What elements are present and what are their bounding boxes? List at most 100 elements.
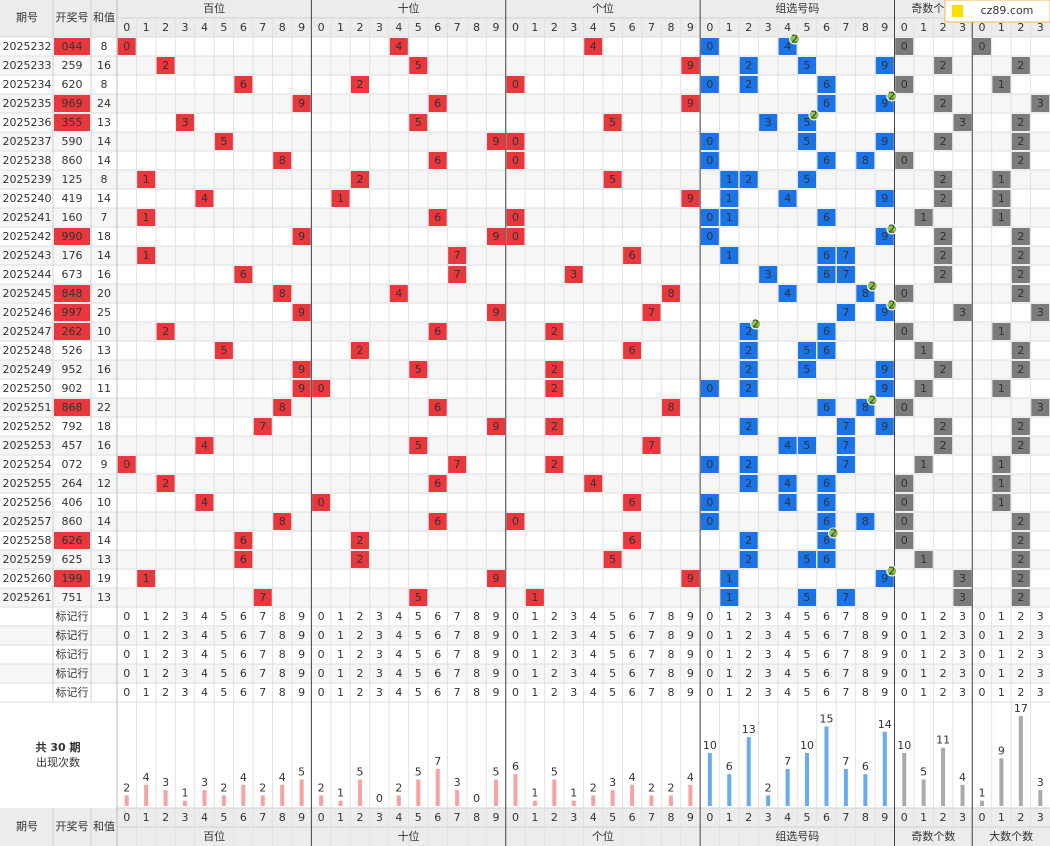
group-digit: 4 xyxy=(784,439,791,452)
count-bar xyxy=(999,758,1004,806)
marker-digit: 2 xyxy=(745,648,752,661)
position-digit-bg xyxy=(661,399,680,416)
marker-digit: 8 xyxy=(473,629,480,642)
odd-count-bg xyxy=(953,304,972,321)
count-bar xyxy=(610,790,615,806)
issue: 2025260 xyxy=(3,572,52,585)
marker-digit: 1 xyxy=(920,667,927,680)
odd-count: 3 xyxy=(959,591,966,604)
number-highlight xyxy=(54,304,90,321)
sum: 13 xyxy=(97,591,111,604)
marker-digit: 6 xyxy=(434,629,441,642)
column-digit: 3 xyxy=(959,21,966,34)
column-digit: 2 xyxy=(940,21,947,34)
issue: 2025236 xyxy=(3,116,52,129)
count-label: 4 xyxy=(143,771,150,784)
marker-digit: 9 xyxy=(881,610,888,623)
position-digit: 0 xyxy=(512,78,519,91)
position-digit: 2 xyxy=(356,344,363,357)
number: 044 xyxy=(62,40,83,53)
marker-digit: 0 xyxy=(123,686,130,699)
position-digit: 6 xyxy=(629,534,636,547)
group-digit-bg xyxy=(739,475,758,492)
number: 125 xyxy=(62,173,83,186)
repeat-badge xyxy=(886,223,898,235)
group-digit: 2 xyxy=(745,173,752,186)
column-digit: 6 xyxy=(434,811,441,824)
issue: 2025242 xyxy=(3,230,52,243)
marker-digit: 3 xyxy=(182,629,189,642)
marker-digit: 7 xyxy=(648,686,655,699)
marker-digit: 3 xyxy=(376,686,383,699)
count-label: 1 xyxy=(531,787,538,800)
count-label: 3 xyxy=(201,776,208,789)
group-digit-bg xyxy=(759,266,778,283)
position-digit: 9 xyxy=(493,230,500,243)
group-digit: 1 xyxy=(726,192,733,205)
odd-count-bg xyxy=(895,152,914,169)
number: 457 xyxy=(62,439,83,452)
marker-digit: 0 xyxy=(512,648,519,661)
sum: 14 xyxy=(97,515,111,528)
odd-count-bg xyxy=(895,513,914,530)
repeat-badge xyxy=(866,394,878,406)
position-digit: 5 xyxy=(609,553,616,566)
marker-digit: 6 xyxy=(629,686,636,699)
marker-digit: 4 xyxy=(201,629,208,642)
marker-digit: 0 xyxy=(978,629,985,642)
marker-digit: 7 xyxy=(259,610,266,623)
group-digit-bg xyxy=(836,247,855,264)
marker-digit: 6 xyxy=(823,648,830,661)
number: 264 xyxy=(62,477,83,490)
marker-digit: 2 xyxy=(1017,610,1024,623)
position-digit: 4 xyxy=(395,287,402,300)
odd-count: 0 xyxy=(901,515,908,528)
marker-label: 标记行 xyxy=(56,647,89,661)
marker-digit: 3 xyxy=(959,686,966,699)
group-digit: 0 xyxy=(706,211,713,224)
position-digit: 6 xyxy=(240,78,247,91)
count-label: 10 xyxy=(703,739,717,752)
number: 848 xyxy=(62,287,83,300)
group-digit-bg xyxy=(739,342,758,359)
position-digit: 9 xyxy=(298,306,305,319)
number: 259 xyxy=(62,59,83,72)
marker-digit: 5 xyxy=(804,686,811,699)
marker-digit: 3 xyxy=(959,667,966,680)
marker-digit: 4 xyxy=(201,667,208,680)
group-digit: 5 xyxy=(804,173,811,186)
marker-digit: 2 xyxy=(745,629,752,642)
number: 590 xyxy=(62,135,83,148)
marker-digit: 9 xyxy=(687,648,694,661)
position-digit: 6 xyxy=(434,154,441,167)
count-bar xyxy=(416,779,421,806)
sum: 18 xyxy=(97,420,111,433)
column-digit: 5 xyxy=(804,811,811,824)
marker-digit: 7 xyxy=(648,648,655,661)
column-digit: 0 xyxy=(706,811,713,824)
odd-count: 0 xyxy=(901,325,908,338)
odd-count: 2 xyxy=(940,59,947,72)
issue: 2025234 xyxy=(3,78,52,91)
marker-digit: 2 xyxy=(551,667,558,680)
position-digit-bg xyxy=(195,494,214,511)
marker-digit: 0 xyxy=(318,667,325,680)
marker-digit: 6 xyxy=(240,648,247,661)
marker-digit: 6 xyxy=(629,667,636,680)
odd-count: 2 xyxy=(940,135,947,148)
count-bar xyxy=(902,753,907,806)
position-digit-bg xyxy=(273,513,292,530)
sum: 11 xyxy=(97,382,111,395)
marker-digit: 4 xyxy=(590,667,597,680)
big-count-bg xyxy=(992,76,1011,93)
marker-digit: 0 xyxy=(901,648,908,661)
marker-digit: 4 xyxy=(201,648,208,661)
marker-digit: 9 xyxy=(881,648,888,661)
position-digit-bg xyxy=(214,342,233,359)
marker-digit: 6 xyxy=(823,686,830,699)
count-bar xyxy=(396,795,401,806)
count-bar xyxy=(824,726,829,806)
position-digit-bg xyxy=(137,247,156,264)
count-label: 10 xyxy=(897,739,911,752)
count-bar xyxy=(630,784,635,806)
